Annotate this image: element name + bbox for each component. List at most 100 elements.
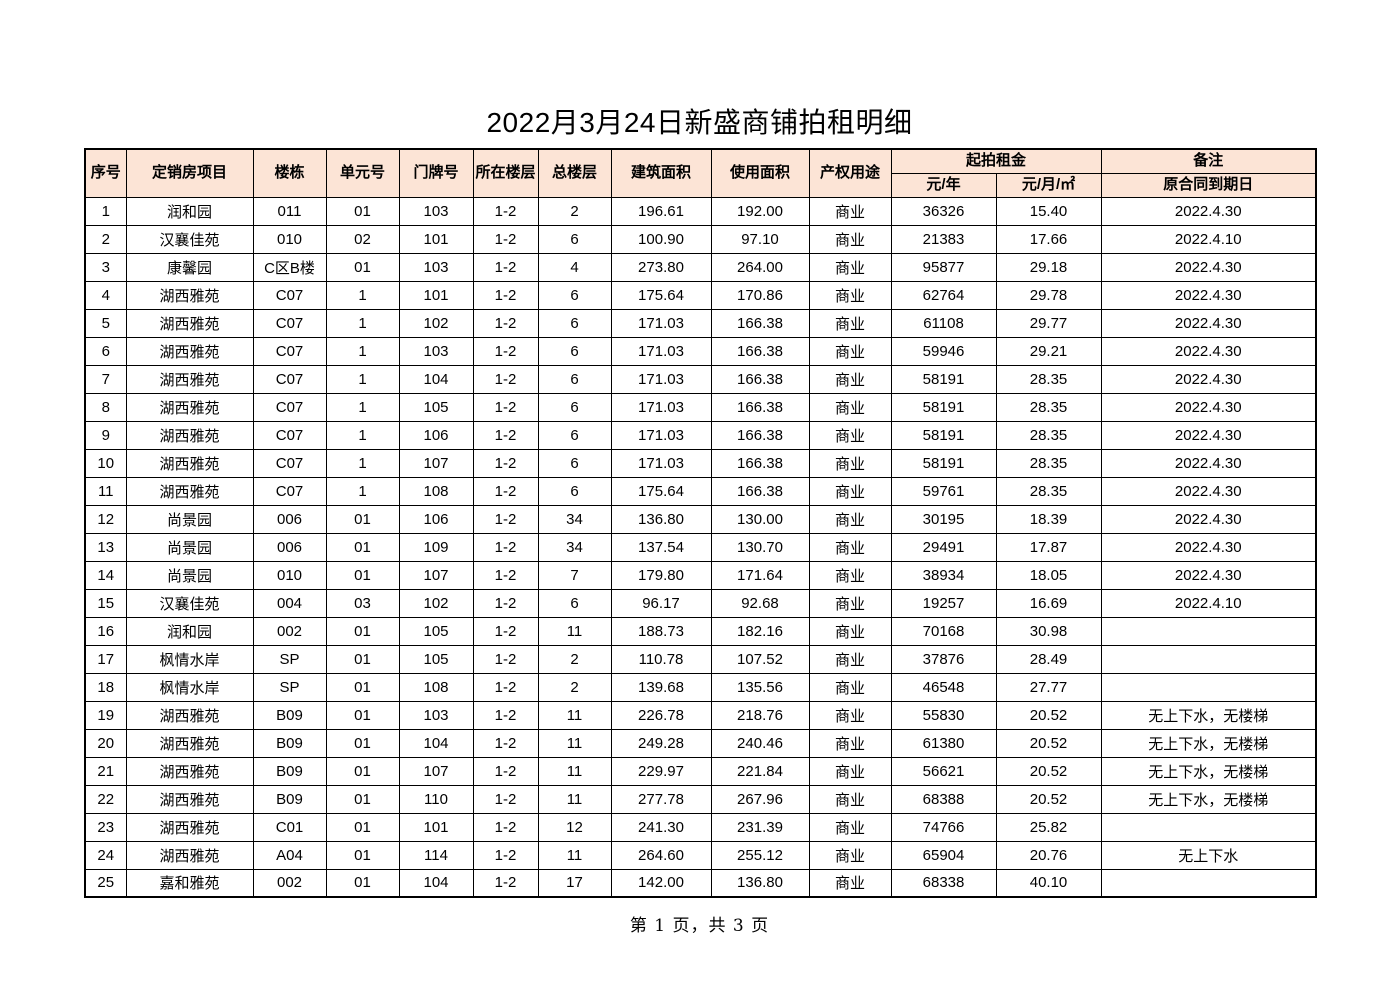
table-cell: 17 bbox=[537, 868, 612, 898]
table-cell: 101 bbox=[398, 812, 474, 842]
table-row: 23 湖西雅苑 C01 01 101 1-2 12 241.30 231.39 商业 74766 25… bbox=[84, 812, 1317, 842]
table-cell: 2022.4.30 bbox=[1100, 364, 1317, 394]
table-cell: 6 bbox=[537, 448, 612, 478]
table-cell: 商业 bbox=[808, 644, 892, 674]
table-cell: 2 bbox=[537, 644, 612, 674]
table-cell: 01 bbox=[325, 504, 400, 534]
table-row: 2 汉襄佳苑 010 02 101 1-2 6 100.90 97.10 商业 21383 17.66… bbox=[84, 224, 1317, 254]
table-cell: 商业 bbox=[808, 728, 892, 758]
table-cell: 01 bbox=[325, 700, 400, 730]
table-cell: 22 bbox=[84, 784, 127, 814]
table-cell bbox=[1100, 616, 1317, 646]
table-cell: 2022.4.30 bbox=[1100, 252, 1317, 282]
table-cell: 汉襄佳苑 bbox=[125, 224, 254, 254]
table-cell: 006 bbox=[252, 532, 327, 562]
table-cell: 106 bbox=[398, 504, 474, 534]
table-cell: 95877 bbox=[890, 252, 997, 282]
table-cell: 29.21 bbox=[995, 336, 1102, 366]
col-header-door: 门牌号 bbox=[398, 148, 474, 198]
table-cell: 7 bbox=[84, 364, 127, 394]
table-cell: 6 bbox=[537, 364, 612, 394]
table-cell: 59946 bbox=[890, 336, 997, 366]
table-cell: 2 bbox=[84, 224, 127, 254]
table-cell: 166.38 bbox=[710, 392, 810, 422]
table-cell: 1-2 bbox=[472, 532, 539, 562]
table-cell: 30195 bbox=[890, 504, 997, 534]
table-cell: 010 bbox=[252, 224, 327, 254]
table-cell: 商业 bbox=[808, 504, 892, 534]
table-cell: 130.70 bbox=[710, 532, 810, 562]
table-cell: 34 bbox=[537, 532, 612, 562]
table-cell: 171.64 bbox=[710, 560, 810, 590]
table-cell: 166.38 bbox=[710, 476, 810, 506]
table-cell: 01 bbox=[325, 840, 400, 870]
table-cell: 01 bbox=[325, 812, 400, 842]
table-cell: 01 bbox=[325, 672, 400, 702]
table-cell: 湖西雅苑 bbox=[125, 812, 254, 842]
table-cell: C01 bbox=[252, 812, 327, 842]
table-cell: 30.98 bbox=[995, 616, 1102, 646]
table-cell bbox=[1100, 644, 1317, 674]
table-cell: C07 bbox=[252, 336, 327, 366]
table-row: 19 湖西雅苑 B09 01 103 1-2 11 226.78 218.76 商业 55830 20… bbox=[84, 700, 1317, 730]
table-row: 6 湖西雅苑 C07 1 103 1-2 6 171.03 166.38 商业 59946 29.21… bbox=[84, 336, 1317, 366]
table-cell: 16 bbox=[84, 616, 127, 646]
table-cell: 171.03 bbox=[610, 420, 712, 450]
table-cell: 28.49 bbox=[995, 644, 1102, 674]
table-cell: 1 bbox=[325, 476, 400, 506]
table-cell: 无上下水，无楼梯 bbox=[1100, 700, 1317, 730]
table-cell: 无上下水，无楼梯 bbox=[1100, 756, 1317, 786]
table-cell: 尚景园 bbox=[125, 504, 254, 534]
table-cell: 240.46 bbox=[710, 728, 810, 758]
table-row: 7 湖西雅苑 C07 1 104 1-2 6 171.03 166.38 商业 58191 28.35… bbox=[84, 364, 1317, 394]
table-cell: 107 bbox=[398, 756, 474, 786]
table-cell: 湖西雅苑 bbox=[125, 336, 254, 366]
table-row: 4 湖西雅苑 C07 1 101 1-2 6 175.64 170.86 商业 62764 29.78… bbox=[84, 280, 1317, 310]
col-header-usage: 产权用途 bbox=[808, 148, 892, 198]
table-cell: 65904 bbox=[890, 840, 997, 870]
table-cell: 27.77 bbox=[995, 672, 1102, 702]
table-cell: 192.00 bbox=[710, 196, 810, 226]
table-cell: 264.00 bbox=[710, 252, 810, 282]
table-cell: 171.03 bbox=[610, 364, 712, 394]
table-cell: 1-2 bbox=[472, 588, 539, 618]
table-row: 22 湖西雅苑 B09 01 110 1-2 11 277.78 267.96 商业 68388 20… bbox=[84, 784, 1317, 814]
table-cell: 56621 bbox=[890, 756, 997, 786]
table-cell: 139.68 bbox=[610, 672, 712, 702]
col-header-floor: 所在楼层 bbox=[472, 148, 539, 198]
table-cell: 102 bbox=[398, 308, 474, 338]
table-cell: 179.80 bbox=[610, 560, 712, 590]
col-header-rent-per-month: 元/月/㎡ bbox=[995, 172, 1102, 198]
table-cell: 106 bbox=[398, 420, 474, 450]
table-cell: 21 bbox=[84, 756, 127, 786]
table-row: 16 润和园 002 01 105 1-2 11 188.73 182.16 商业 70168 30.… bbox=[84, 616, 1317, 646]
table-cell: 湖西雅苑 bbox=[125, 420, 254, 450]
col-header-project: 定销房项目 bbox=[125, 148, 254, 198]
table-cell: 226.78 bbox=[610, 700, 712, 730]
table-cell: 1-2 bbox=[472, 252, 539, 282]
table-cell: 15.40 bbox=[995, 196, 1102, 226]
table-cell: C07 bbox=[252, 448, 327, 478]
table-cell: 02 bbox=[325, 224, 400, 254]
table-cell: 36326 bbox=[890, 196, 997, 226]
table-cell: 商业 bbox=[808, 812, 892, 842]
table-cell: 20.76 bbox=[995, 840, 1102, 870]
table-cell: 01 bbox=[325, 644, 400, 674]
table-cell: 6 bbox=[537, 280, 612, 310]
table-cell: 枫情水岸 bbox=[125, 672, 254, 702]
table-cell: 58191 bbox=[890, 420, 997, 450]
table-cell: 1 bbox=[84, 196, 127, 226]
table-cell: 商业 bbox=[808, 364, 892, 394]
table-cell: 6 bbox=[537, 392, 612, 422]
table-cell: 6 bbox=[537, 476, 612, 506]
table-cell: 商业 bbox=[808, 392, 892, 422]
table-cell: 55830 bbox=[890, 700, 997, 730]
table-cell: 1-2 bbox=[472, 560, 539, 590]
table-cell: 12 bbox=[84, 504, 127, 534]
table-cell: 130.00 bbox=[710, 504, 810, 534]
table-cell: 20.52 bbox=[995, 756, 1102, 786]
table-cell: 166.38 bbox=[710, 420, 810, 450]
table-cell: 1-2 bbox=[472, 812, 539, 842]
table-cell: C07 bbox=[252, 280, 327, 310]
table-cell: 136.80 bbox=[610, 504, 712, 534]
